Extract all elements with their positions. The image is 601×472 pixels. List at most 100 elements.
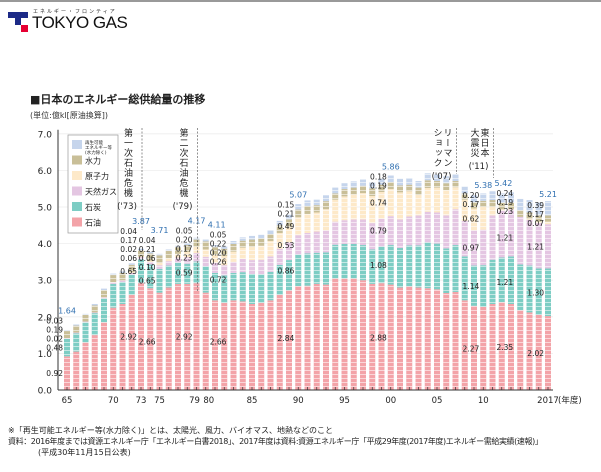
data-label: 2.84 <box>278 334 295 343</box>
source-note-date: (平成30年11月15日公表) <box>38 448 131 457</box>
total-label: 3.87 <box>132 217 150 226</box>
legend-label: 石炭 <box>85 203 101 212</box>
data-label: 2.66 <box>139 337 156 346</box>
bar-stripes <box>249 235 255 390</box>
data-label: 0.62 <box>463 214 480 223</box>
tokyo-gas-logo-icon <box>8 12 28 32</box>
footnote: ※「再生可能エネルギー等(水力除く)」とは、太陽光、風力、バイオマス、地熱などの… <box>8 426 333 435</box>
event-year: ('11) <box>468 162 489 172</box>
data-label: 0.15 <box>278 200 295 209</box>
data-label: 0.86 <box>278 266 295 275</box>
data-label: 1.21 <box>527 242 544 251</box>
bar-stripes <box>323 195 329 390</box>
bar-stripes <box>276 220 283 390</box>
bar-stripes <box>147 252 154 390</box>
bar-stripes <box>221 246 228 390</box>
bar-stripes <box>480 193 487 390</box>
legend-box <box>67 134 119 234</box>
data-label: 0.02 <box>46 334 63 343</box>
data-label: 0.19 <box>46 325 63 334</box>
bar-stripes <box>202 239 209 390</box>
data-label: 0.92 <box>46 369 63 378</box>
legend-label: 原子力 <box>85 171 109 181</box>
bar-stripes <box>360 179 366 390</box>
bar-stripes <box>258 234 265 390</box>
bar-stripes <box>101 288 107 390</box>
event-annotation: 第二次石油危機 ('79) <box>170 128 196 212</box>
chart-unit: (単位:億kl[原油換算]) <box>30 111 109 120</box>
source-note: 資料：2016年度までは資源エネルギー庁「エネルギー白書2018」、2017年度… <box>8 437 543 446</box>
bar-stripes <box>369 182 376 390</box>
data-label: 0.02 <box>120 245 137 254</box>
event-label: 第一次石油危機 <box>122 128 132 198</box>
x-tick-label: 70 <box>108 396 119 406</box>
data-label: 0.65 <box>120 267 137 276</box>
data-label: 0.26 <box>210 258 227 267</box>
x-tick-label: 85 <box>247 396 258 406</box>
data-label: 0.97 <box>463 243 480 252</box>
bar-stripes <box>424 173 431 390</box>
data-label: 0.04 <box>120 227 137 236</box>
data-label: 0.24 <box>497 189 514 198</box>
x-tick-label: 90 <box>293 396 304 406</box>
brand-name: TOKYO GAS <box>32 13 128 32</box>
event-annotation: リーマンショック ('07) <box>429 128 455 182</box>
bar-stripes <box>498 193 505 390</box>
bar-stripes <box>64 329 70 390</box>
data-label: 0.23 <box>497 207 514 216</box>
bar-stripes <box>350 181 357 390</box>
y-tick-label: 0.0 <box>38 387 53 397</box>
data-label: 2.35 <box>497 343 514 352</box>
y-tick-label: 2.0 <box>38 313 53 323</box>
x-axis-label: (年度) <box>558 395 582 406</box>
event-label: 第二次石油危機 <box>177 128 188 198</box>
data-label: 2.92 <box>120 333 137 342</box>
bar-stripes <box>526 200 533 390</box>
data-label: 0.48 <box>46 344 63 353</box>
total-label: 3.71 <box>151 226 169 235</box>
bar-stripes <box>156 253 163 390</box>
data-label: 0.05 <box>210 231 227 240</box>
y-tick-label: 1.0 <box>38 350 53 360</box>
data-label: 0.59 <box>176 268 193 277</box>
bar-stripes <box>286 214 292 390</box>
data-label: 1.14 <box>463 282 480 291</box>
data-label: 2.92 <box>176 333 193 342</box>
bar-stripes <box>295 204 302 390</box>
bar-stripes <box>378 178 385 390</box>
data-label: 1.08 <box>370 261 387 270</box>
bar-stripes <box>212 245 218 390</box>
legend-swatch <box>72 202 82 211</box>
bar-stripes <box>175 245 181 390</box>
event-annotation: 第一次石油危機 ('73) <box>114 128 140 212</box>
legend-swatch <box>72 217 82 227</box>
data-label: 0.04 <box>139 236 156 245</box>
total-label: 4.17 <box>188 216 206 225</box>
bar-stripes <box>545 201 551 390</box>
legend-label: 天然ガス <box>85 187 117 197</box>
x-tick-label: 65 <box>62 396 73 406</box>
bar-stripes <box>341 183 348 390</box>
data-label: 1.21 <box>497 234 514 243</box>
data-label: 0.06 <box>139 254 156 263</box>
data-label: 0.20 <box>176 235 193 244</box>
data-label: 2.02 <box>527 349 544 358</box>
total-label: 5.38 <box>474 181 492 190</box>
data-label: 0.21 <box>278 209 295 218</box>
legend-swatch <box>72 155 82 165</box>
data-label: 0.17 <box>176 244 193 253</box>
bar-stripes <box>193 237 200 390</box>
bar-stripes <box>110 273 117 390</box>
event-annotation: 東日本大震災 ('11) <box>466 128 492 172</box>
brand-tagline: エネルギー・フロンティア <box>33 9 117 15</box>
x-tick-label: 75 <box>154 396 165 406</box>
bar-stripes <box>461 186 468 390</box>
data-label: 2.27 <box>463 344 480 353</box>
event-year: ('79) <box>172 202 193 212</box>
bar-stripes <box>471 195 477 390</box>
data-label: 0.39 <box>527 201 544 210</box>
bar-stripes <box>91 303 98 390</box>
data-label: 0.19 <box>497 198 514 207</box>
bar-stripes <box>508 192 514 390</box>
bar-stripes <box>119 271 126 390</box>
